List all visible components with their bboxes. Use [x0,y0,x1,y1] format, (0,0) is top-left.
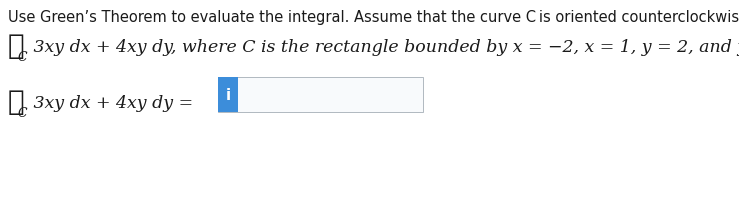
Text: Use Green’s Theorem to evaluate the integral. Assume that the curve C is oriente: Use Green’s Theorem to evaluate the inte… [8,10,739,25]
FancyBboxPatch shape [218,78,238,112]
Text: ∮: ∮ [8,89,24,115]
Text: C: C [18,106,27,119]
Text: C: C [18,51,27,64]
Text: 3xy dx + 4xy dy, where C is the rectangle bounded by x = −2, x = 1, y = 2, and y: 3xy dx + 4xy dy, where C is the rectangl… [28,39,739,56]
Text: ∮: ∮ [8,33,24,60]
FancyBboxPatch shape [218,78,423,112]
Text: 3xy dx + 4xy dy =: 3xy dx + 4xy dy = [28,95,199,111]
Text: i: i [225,88,231,102]
